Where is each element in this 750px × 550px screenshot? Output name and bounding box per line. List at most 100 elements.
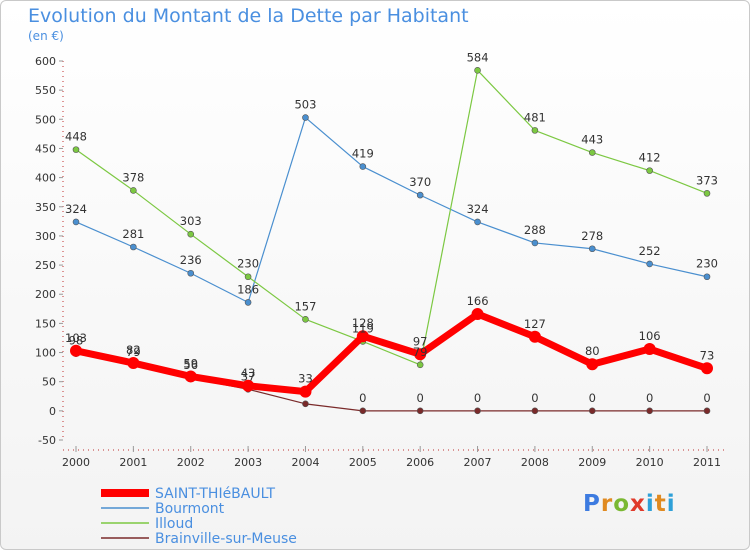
data-label-brainville-sur-meuse: 0 — [531, 391, 538, 405]
data-point-saint-thi-bault — [70, 344, 82, 357]
data-point-illoud — [588, 149, 596, 156]
series-line-illoud — [75, 69, 708, 366]
data-point-bourmont — [646, 260, 653, 268]
x-tick-label: 2010 — [636, 456, 664, 469]
x-tick-label: 2004 — [291, 456, 319, 469]
data-point-brainville-sur-meuse — [302, 400, 309, 408]
chart-title: Evolution du Montant de la Dette par Hab… — [28, 5, 469, 27]
data-label-saint-thi-bault: 103 — [65, 331, 87, 345]
data-point-brainville-sur-meuse — [588, 407, 596, 415]
data-label-bourmont: 419 — [352, 147, 374, 161]
data-point-saint-thi-bault — [356, 330, 369, 343]
data-point-brainville-sur-meuse — [416, 407, 424, 415]
data-label-saint-thi-bault: 82 — [126, 343, 141, 357]
data-label-brainville-sur-meuse: 0 — [474, 391, 481, 405]
data-label-saint-thi-bault: 166 — [467, 294, 489, 308]
data-label-brainville-sur-meuse: 56 — [183, 358, 198, 372]
legend-label-brainville-sur-meuse: Brainville-sur-Meuse — [155, 531, 297, 547]
data-label-bourmont: 230 — [696, 257, 718, 271]
data-label-illoud: 157 — [294, 299, 316, 313]
data-point-saint-thi-bault — [127, 357, 140, 370]
proxiti-logo: Proxiti — [583, 491, 676, 517]
data-point-illoud — [416, 361, 424, 369]
data-label-bourmont: 324 — [467, 202, 489, 216]
y-tick-label: 0 — [49, 405, 56, 418]
data-label-illoud: 119 — [352, 321, 374, 335]
data-point-illoud — [244, 273, 252, 281]
y-tick-label: 350 — [35, 201, 56, 214]
legend-label-illoud: Illoud — [155, 516, 193, 532]
y-tick-label: 600 — [35, 55, 56, 68]
data-point-saint-thi-bault — [242, 379, 255, 392]
y-tick-label: 250 — [35, 259, 56, 272]
y-tick-label: 300 — [35, 230, 56, 243]
y-tick-label: 50 — [42, 376, 56, 389]
data-label-saint-thi-bault: 127 — [524, 317, 546, 331]
data-point-bourmont — [72, 218, 80, 226]
data-point-bourmont — [531, 239, 539, 247]
data-label-saint-thi-bault: 128 — [352, 316, 374, 330]
data-point-bourmont — [474, 218, 481, 226]
y-tick-label: 400 — [35, 172, 56, 185]
data-label-brainville-sur-meuse: 37 — [241, 369, 256, 383]
y-tick-label: 200 — [35, 288, 56, 301]
data-label-illoud: 378 — [122, 170, 144, 184]
data-label-saint-thi-bault: 43 — [241, 366, 256, 380]
x-tick-label: 2001 — [119, 456, 147, 469]
data-label-bourmont: 288 — [524, 223, 546, 237]
data-label-illoud: 79 — [413, 345, 428, 359]
data-point-brainville-sur-meuse — [474, 407, 481, 415]
data-label-bourmont: 324 — [65, 202, 87, 216]
data-label-saint-thi-bault: 97 — [413, 334, 428, 348]
x-tick-label: 2005 — [349, 456, 377, 469]
data-label-saint-thi-bault: 106 — [639, 329, 661, 343]
data-point-brainville-sur-meuse — [646, 407, 653, 415]
data-point-bourmont — [588, 245, 596, 253]
x-tick-label: 2003 — [234, 456, 262, 469]
data-point-saint-thi-bault — [414, 348, 427, 361]
y-tick-label: 450 — [35, 142, 56, 155]
data-label-bourmont: 281 — [122, 227, 144, 241]
data-point-illoud — [474, 67, 481, 74]
x-tick-label: 2000 — [62, 456, 90, 469]
data-label-bourmont: 252 — [639, 244, 661, 258]
legend-label-bourmont: Bourmont — [155, 501, 225, 517]
data-point-brainville-sur-meuse — [531, 407, 539, 415]
x-tick-label: 2011 — [693, 456, 721, 469]
data-point-saint-thi-bault — [528, 330, 541, 343]
series-line-saint-thi-bault — [72, 310, 711, 396]
data-label-brainville-sur-meuse: 0 — [703, 391, 710, 405]
data-label-brainville-sur-meuse: 0 — [589, 391, 596, 405]
data-label-brainville-sur-meuse: 0 — [417, 391, 424, 405]
data-point-bourmont — [359, 163, 367, 170]
chart-subtitle: (en €) — [28, 29, 64, 43]
data-label-bourmont: 503 — [294, 98, 316, 112]
data-point-brainville-sur-meuse — [359, 407, 367, 415]
data-point-saint-thi-bault — [586, 358, 599, 371]
data-label-brainville-sur-meuse: 0 — [646, 391, 653, 405]
data-label-brainville-sur-meuse: 98 — [69, 334, 84, 348]
y-tick-label: 100 — [35, 347, 56, 360]
data-label-saint-thi-bault: 73 — [700, 348, 715, 362]
data-point-illoud — [72, 146, 80, 153]
x-tick-label: 2008 — [521, 456, 549, 469]
data-label-brainville-sur-meuse: 0 — [359, 391, 366, 405]
data-label-illoud: 448 — [65, 130, 87, 144]
data-point-bourmont — [244, 299, 252, 306]
data-label-illoud: 412 — [639, 151, 661, 165]
data-point-bourmont — [302, 114, 309, 121]
data-point-illoud — [130, 187, 137, 194]
data-label-bourmont: 370 — [409, 175, 431, 189]
y-tick-label: 150 — [35, 317, 56, 330]
data-point-illoud — [531, 127, 539, 134]
data-point-illoud — [703, 190, 711, 197]
data-label-bourmont: 236 — [180, 253, 202, 267]
y-tick-label: -50 — [38, 434, 56, 447]
x-tick-label: 2006 — [406, 456, 434, 469]
y-tick-label: 500 — [35, 113, 56, 126]
data-point-bourmont — [130, 243, 137, 251]
data-label-saint-thi-bault: 80 — [585, 344, 600, 358]
data-label-saint-thi-bault: 59 — [183, 356, 198, 370]
